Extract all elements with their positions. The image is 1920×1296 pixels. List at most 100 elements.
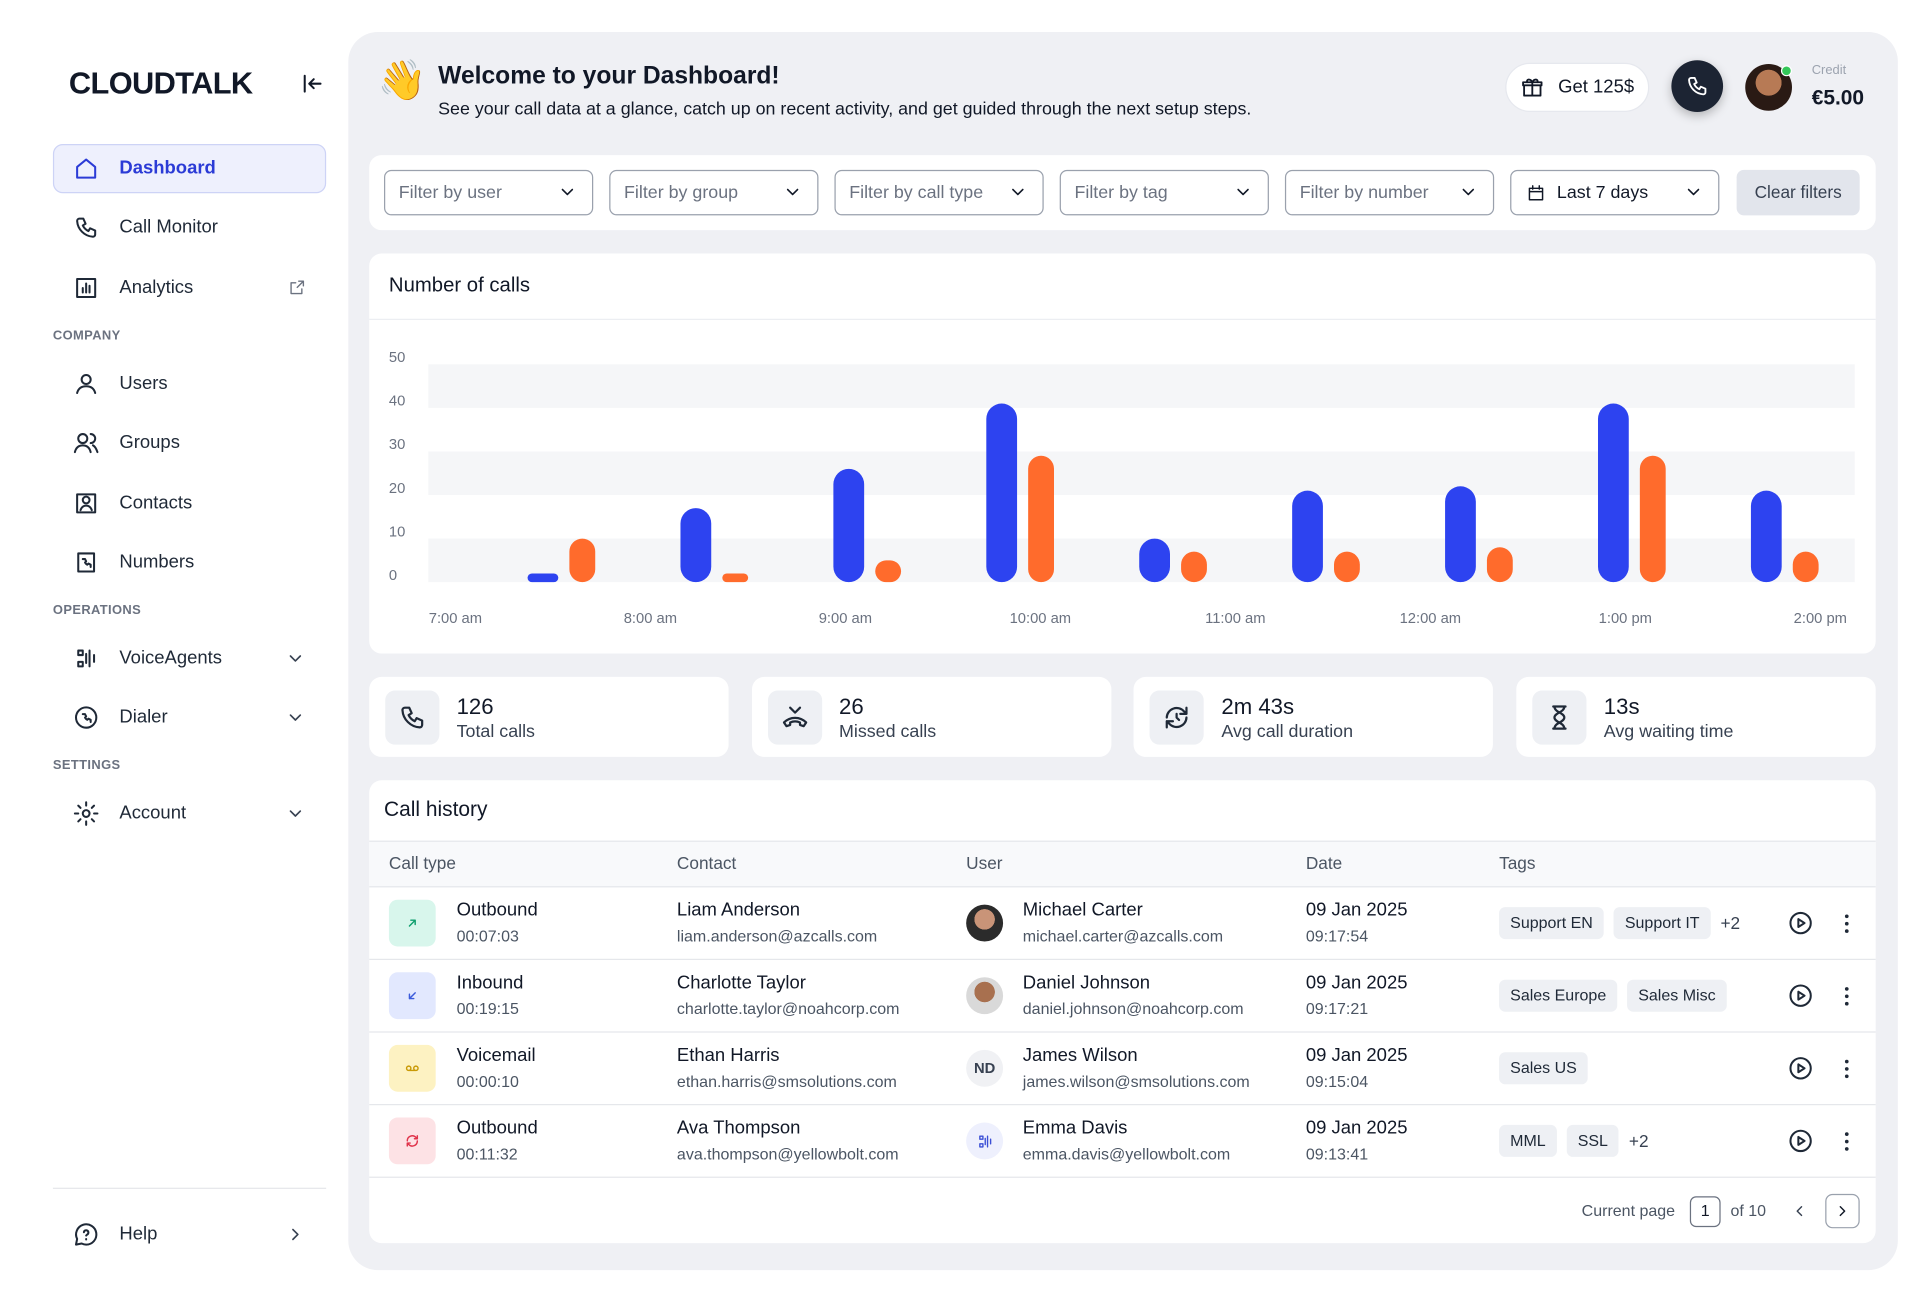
call-type: Inbound (456, 972, 524, 994)
call-button[interactable] (1671, 60, 1724, 112)
nav-label: Help (119, 1223, 158, 1245)
bar (1181, 551, 1207, 583)
filter-dropdown[interactable] (834, 169, 1044, 216)
section-label: OPERATIONS (52, 603, 142, 618)
y-tick-label: 10 (389, 524, 405, 540)
page-box[interactable] (1689, 1196, 1721, 1228)
tag-more: +2 (1720, 913, 1741, 933)
bar (1597, 403, 1629, 583)
more-dot (1844, 928, 1848, 933)
tag: Support IT (1613, 907, 1711, 940)
bar (1792, 551, 1819, 583)
bar (1445, 486, 1476, 583)
play-icon (1789, 911, 1812, 935)
promo-label: Get 125$ (1558, 76, 1635, 98)
section-label: COMPANY (52, 328, 121, 344)
filter-dropdown[interactable] (1059, 169, 1269, 216)
header-title: Welcome to your Dashboard! (438, 62, 780, 90)
filter-dropdown[interactable] (1284, 169, 1495, 216)
nav-item[interactable] (52, 143, 327, 194)
call-type-icon (388, 1117, 436, 1165)
filter-label: Last 7 days (1556, 183, 1649, 204)
bar (833, 468, 865, 583)
nav-icon (76, 158, 97, 179)
user-name: James Wilson (1022, 1044, 1138, 1066)
stat-value: 126 (456, 694, 494, 719)
call-duration: 00:11:32 (456, 1144, 518, 1164)
column-header: User (966, 852, 1003, 873)
user-name: Michael Carter (1022, 899, 1143, 921)
call-date: 09 Jan 2025 (1305, 899, 1408, 921)
contact-email: liam.anderson@azcalls.com (676, 926, 878, 946)
column-header: Tags (1499, 852, 1536, 873)
next-page-button[interactable] (1825, 1193, 1860, 1229)
x-tick-label: 9:00 am (819, 611, 872, 627)
nav-label: Numbers (119, 551, 195, 573)
nav-icon (76, 493, 97, 514)
filter-dropdown[interactable] (383, 169, 594, 216)
x-tick-label: 10:00 am (1010, 611, 1072, 627)
contact-name: Ethan Harris (676, 1044, 780, 1066)
more-dot (1844, 993, 1848, 998)
credit-label: Credit (1811, 62, 1847, 78)
call-type-icon (388, 1044, 436, 1092)
y-tick-label: 0 (389, 568, 397, 584)
stat-label: Avg waiting time (1603, 722, 1734, 743)
nav-icon (77, 552, 96, 573)
filter-dropdown[interactable] (1510, 169, 1720, 216)
chart-title: Number of calls (388, 274, 530, 297)
stat-label: Avg call duration (1221, 722, 1354, 743)
call-type: Outbound (456, 1117, 538, 1139)
more-dot (1844, 1146, 1848, 1151)
call-type: Voicemail (456, 1044, 536, 1066)
history-title: Call history (383, 797, 488, 821)
stat-icon (1166, 706, 1189, 729)
nav-icon (76, 373, 97, 395)
more-dot (1844, 1059, 1848, 1063)
promo-button[interactable] (1505, 62, 1650, 112)
nav-caret (289, 810, 302, 817)
filter-dropdown[interactable] (609, 169, 819, 216)
user-initials: ND (973, 1059, 996, 1077)
call-time: 09:17:54 (1305, 926, 1369, 946)
table-row[interactable] (369, 960, 1876, 1033)
more-dot (1844, 913, 1848, 918)
online-dot (1780, 65, 1792, 77)
calendar-icon (1528, 185, 1544, 201)
dropdown-caret (1237, 188, 1249, 196)
table-header (369, 840, 1876, 888)
tags: Support EN Support IT +2 (1499, 907, 1782, 940)
filter-label: Filter by number (1299, 183, 1429, 204)
nav-icon (73, 801, 99, 826)
clear-filters-button[interactable] (1736, 169, 1860, 216)
more-dot (1844, 1066, 1848, 1071)
contact-name: Ava Thompson (676, 1117, 801, 1139)
bar (1333, 551, 1360, 583)
call-duration: 00:19:15 (456, 999, 519, 1018)
nav-label: Groups (119, 431, 180, 453)
tags: MML SSL +2 (1499, 1124, 1782, 1157)
y-tick-label: 20 (389, 481, 405, 497)
y-tick-label: 40 (389, 394, 405, 410)
play-icon (1789, 1129, 1812, 1153)
stat-value: 26 (838, 694, 864, 719)
prev-page (1796, 1206, 1803, 1217)
user-avatar (966, 904, 1004, 942)
bar (1639, 455, 1666, 583)
tag: Support EN (1499, 907, 1604, 940)
y-tick-label: 30 (389, 437, 405, 453)
table-row[interactable] (369, 1105, 1876, 1178)
contact-email: ethan.harris@smsolutions.com (676, 1071, 897, 1091)
nav-label: VoiceAgents (119, 647, 223, 669)
table-row[interactable] (369, 887, 1876, 960)
page-total: of 10 (1730, 1201, 1767, 1220)
call-duration: 00:00:10 (456, 1071, 519, 1091)
x-tick-label: 12:00 am (1400, 611, 1462, 627)
call-icon (1688, 77, 1707, 96)
stat-icon (1552, 705, 1567, 730)
call-type-glyph (406, 1135, 419, 1147)
contact-name: Charlotte Taylor (676, 972, 806, 994)
section-label: SETTINGS (52, 758, 121, 773)
table-row[interactable] (369, 1033, 1876, 1106)
user-email: daniel.johnson@noahcorp.com (1022, 999, 1244, 1018)
